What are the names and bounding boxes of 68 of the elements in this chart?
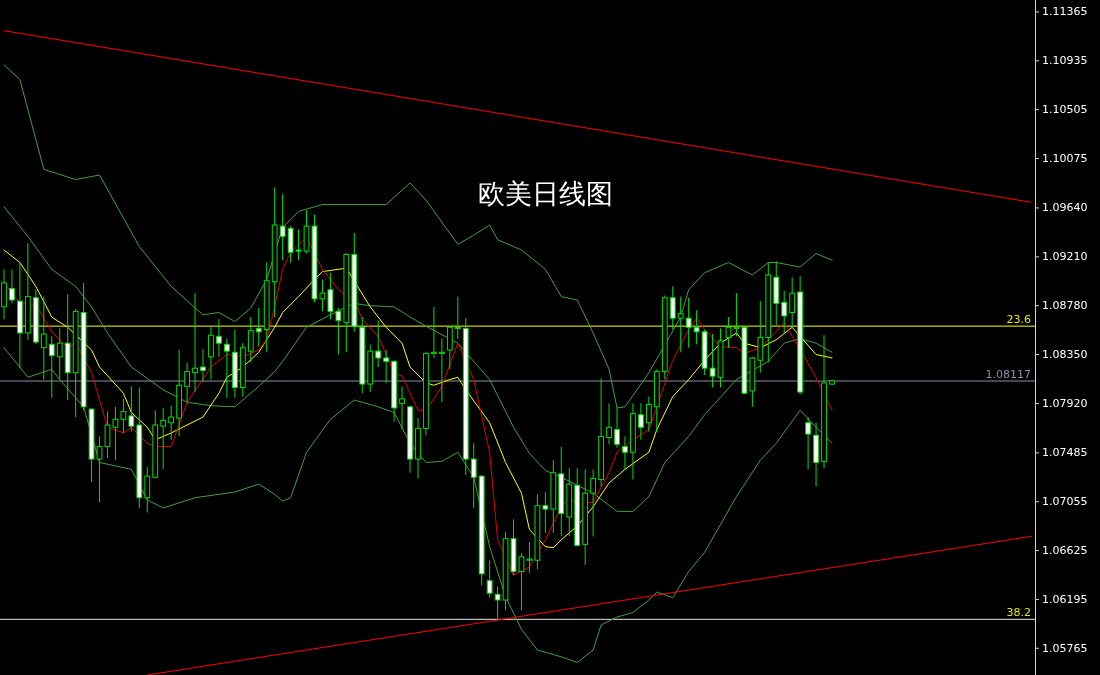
candlestick: [789, 276, 796, 328]
candlestick: [327, 272, 334, 320]
candlestick: [805, 416, 811, 470]
candlestick: [431, 306, 437, 359]
y-tick-label: 1.07920: [1042, 396, 1088, 410]
text: 欧美日线图: [477, 177, 613, 209]
y-tick-label: 1.05765: [1042, 641, 1088, 655]
candlestick: [168, 405, 175, 441]
candlestick: [224, 338, 230, 399]
y-tick-label: 1.08780: [1042, 299, 1088, 313]
candlestick: [247, 316, 254, 363]
candlestick: [192, 292, 198, 393]
line-series: [3, 64, 833, 409]
candlestick: [335, 307, 342, 356]
candlestick: [470, 442, 477, 509]
candlestick: [287, 225, 294, 263]
line-series: [3, 206, 833, 512]
candlestick: [160, 407, 167, 470]
candlestick: [606, 402, 612, 445]
candlestick: [144, 466, 151, 513]
candlestick: [375, 319, 382, 368]
candlestick: [383, 349, 390, 384]
candlestick: [677, 296, 684, 353]
candlestick: [494, 585, 501, 619]
candlestick: [757, 300, 764, 374]
candlestick: [781, 290, 788, 334]
candlestick: [693, 309, 700, 345]
candlestick: [638, 402, 644, 441]
candlestick: [669, 285, 676, 331]
candlestick: [255, 307, 262, 348]
line-series: [3, 347, 833, 663]
candlestick: [438, 338, 445, 403]
y-tick-label: 1.10505: [1042, 103, 1088, 117]
candlestick: [685, 297, 692, 349]
candlestick: [9, 268, 15, 304]
candlestick: [645, 396, 652, 433]
y-tick-label: 1.10075: [1042, 152, 1088, 166]
candlestick: [614, 407, 620, 449]
y-tick-label: 1.09210: [1042, 250, 1088, 264]
candlestick: [208, 326, 214, 381]
annotation: 38.2: [1006, 606, 1031, 620]
candlestick: [48, 335, 55, 399]
y-tick-label: 1.11365: [1042, 5, 1088, 19]
candlestick: [1, 268, 7, 320]
y-tick-label: 1.07485: [1042, 446, 1088, 460]
y-tick-label: 1.06625: [1042, 544, 1088, 558]
candlestick: [446, 325, 453, 370]
y-tick-label: 1.10935: [1042, 54, 1088, 68]
candlestick: [200, 348, 206, 383]
candlestick: [399, 385, 405, 431]
candlestick: [279, 193, 286, 261]
candlestick: [486, 559, 493, 599]
candlestick: [216, 318, 222, 358]
candlestick: [590, 468, 597, 537]
y-tick-label: 1.09640: [1042, 201, 1088, 215]
candlestick: [40, 296, 47, 381]
y-tick-label: 1.06195: [1042, 592, 1088, 606]
candlestick: [120, 398, 127, 434]
candlestick: [56, 327, 63, 381]
y-tick-label: 1.07055: [1042, 495, 1088, 509]
candlestick: [542, 491, 549, 534]
candlestick: [184, 362, 190, 403]
y-tick-label: 1.08350: [1042, 348, 1088, 362]
candlestick: [622, 435, 628, 470]
candlestick: [128, 385, 135, 433]
candlestick: [454, 296, 461, 340]
ref-line-label: 1.08117: [985, 368, 1031, 382]
annotation: 23.6: [1006, 313, 1031, 327]
